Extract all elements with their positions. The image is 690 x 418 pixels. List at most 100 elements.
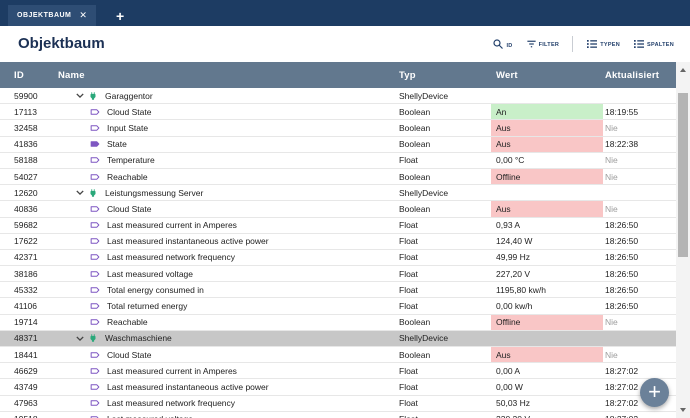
state-label-icon — [90, 108, 100, 116]
table-row[interactable]: 40836 Cloud State Boolean Aus Nie — [0, 201, 676, 218]
chevron-down-icon[interactable] — [76, 190, 84, 196]
table-row[interactable]: 46629 Last measured current in Amperes F… — [0, 363, 676, 380]
table-row[interactable]: 43749 Last measured instantaneous active… — [0, 379, 676, 396]
table-row[interactable]: 19714 Reachable Boolean Offline Nie — [0, 314, 676, 331]
row-name: Last measured instantaneous active power — [107, 381, 269, 392]
table-row[interactable]: 45332 Total energy consumed in Float 119… — [0, 282, 676, 299]
close-icon[interactable]: ✕ — [79, 10, 87, 20]
column-header-wert[interactable]: Wert — [496, 69, 518, 81]
state-label-icon — [90, 286, 100, 294]
row-id: 17113 — [14, 106, 38, 117]
table-row[interactable]: 17113 Cloud State Boolean An 18:19:55 — [0, 104, 676, 121]
row-updated: Nie — [605, 155, 618, 166]
table-row[interactable]: 58188 Temperature Float 0,00 °C Nie — [0, 152, 676, 169]
row-wert-cell[interactable] — [491, 88, 603, 103]
typen-button[interactable]: TYPEN — [586, 39, 620, 49]
row-wert: 124,40 W — [496, 236, 533, 247]
row-name: Cloud State — [107, 106, 152, 117]
row-name-cell: Last measured voltage — [58, 266, 399, 281]
row-wert: Offline — [491, 168, 603, 185]
row-wert-cell[interactable]: Offline — [491, 168, 603, 185]
state-label-icon — [90, 221, 100, 229]
row-updated: 18:27:02 — [605, 381, 639, 392]
table-row[interactable]: 17622 Last measured instantaneous active… — [0, 233, 676, 250]
row-name: Last measured voltage — [107, 268, 193, 279]
row-typ: Float — [399, 381, 418, 392]
table-row[interactable]: 38186 Last measured voltage Float 227,20… — [0, 266, 676, 283]
row-updated: 18:26:50 — [605, 236, 639, 247]
row-wert-cell[interactable]: 0,00 kw/h — [491, 298, 603, 313]
row-wert-cell[interactable]: 0,93 A — [491, 218, 603, 233]
scrollbar-thumb[interactable] — [678, 93, 688, 257]
row-name-cell: Last measured current in Amperes — [58, 363, 399, 378]
row-wert: Aus — [491, 136, 603, 152]
scroll-down-arrow-icon[interactable] — [679, 408, 686, 412]
table-row[interactable]: 32458 Input State Boolean Aus Nie — [0, 120, 676, 137]
state-label-icon — [90, 415, 100, 418]
row-wert-cell[interactable]: 0,00 W — [491, 379, 603, 394]
column-header-id[interactable]: ID — [14, 69, 24, 81]
filter-button[interactable]: FILTER — [526, 39, 560, 49]
row-wert-cell[interactable]: Aus — [491, 136, 603, 152]
row-wert-cell[interactable]: 230,20 V — [491, 412, 603, 418]
tab-objektbaum[interactable]: OBJEKTBAUM ✕ — [8, 5, 96, 26]
row-id: 18441 — [14, 349, 38, 360]
row-id: 12620 — [14, 187, 38, 198]
state-label-icon — [90, 205, 100, 213]
row-wert-cell[interactable]: 50,03 Hz — [491, 396, 603, 411]
table-row[interactable]: 59682 Last measured current in Amperes F… — [0, 217, 676, 234]
row-wert-cell[interactable]: 124,40 W — [491, 234, 603, 249]
row-name-cell: Cloud State — [58, 347, 399, 362]
row-name: Last measured current in Amperes — [107, 220, 237, 231]
row-wert-cell[interactable]: 0,00 °C — [491, 153, 603, 168]
column-header-name[interactable]: Name — [58, 69, 85, 81]
row-name: Cloud State — [107, 349, 152, 360]
id-search-button[interactable]: ID — [492, 38, 512, 50]
chevron-down-icon[interactable] — [76, 93, 84, 99]
table-row[interactable]: 41106 Total returned energy Float 0,00 k… — [0, 298, 676, 315]
vertical-scrollbar[interactable] — [676, 62, 690, 418]
row-wert-cell[interactable] — [491, 331, 603, 346]
table-row[interactable]: 48371 Waschmaschiene ShellyDevice — [0, 330, 676, 347]
spalten-button[interactable]: SPALTEN — [633, 39, 674, 49]
table-row[interactable]: 47963 Last measured network frequency Fl… — [0, 395, 676, 412]
row-updated: 18:27:02 — [603, 414, 676, 418]
row-wert-cell[interactable]: 49,99 Hz — [491, 250, 603, 265]
row-wert-cell[interactable]: 0,00 A — [491, 363, 603, 378]
row-id: 45332 — [14, 284, 38, 295]
chevron-down-icon[interactable] — [76, 336, 84, 341]
row-typ: ShellyDevice — [399, 90, 449, 101]
row-wert-cell[interactable]: 227,20 V — [491, 266, 603, 281]
row-wert-cell[interactable]: Aus — [491, 201, 603, 217]
row-wert-cell[interactable] — [491, 185, 603, 200]
add-tab-button[interactable]: + — [115, 7, 125, 24]
row-wert-cell[interactable]: An — [491, 104, 603, 120]
state-label-icon — [90, 237, 100, 245]
row-wert: 0,00 W — [496, 381, 523, 392]
row-name-cell: Input State — [58, 120, 399, 135]
column-header-aktualisiert[interactable]: Aktualisiert — [605, 69, 660, 81]
add-object-button[interactable]: + — [640, 378, 669, 407]
column-header-typ[interactable]: Typ — [399, 69, 416, 81]
table-row[interactable]: 18441 Cloud State Boolean Aus Nie — [0, 347, 676, 364]
toolbar-divider — [572, 36, 574, 52]
device-plug-icon — [88, 188, 98, 198]
table-row[interactable]: 12620 Leistungsmessung Server ShellyDevi… — [0, 185, 676, 202]
row-wert-cell[interactable]: Offline — [491, 314, 603, 330]
scroll-up-arrow-icon[interactable] — [679, 68, 686, 72]
row-id: 43749 — [14, 381, 38, 392]
table-row[interactable]: 54027 Reachable Boolean Offline Nie — [0, 168, 676, 186]
table-row[interactable]: 59900 Garaggentor ShellyDevice — [0, 88, 676, 105]
table-row[interactable]: 41836 State Boolean Aus 18:22:38 — [0, 136, 676, 153]
state-label-icon — [90, 253, 100, 261]
row-updated: 18:26:50 — [605, 301, 639, 312]
row-wert-cell[interactable]: 1195,80 kw/h — [491, 282, 603, 297]
row-typ: Boolean — [399, 203, 431, 214]
row-wert-cell[interactable]: Aus — [491, 347, 603, 363]
state-label-icon — [90, 383, 100, 391]
row-name: Last measured instantaneous active power — [107, 236, 269, 247]
table-row[interactable]: 42371 Last measured network frequency Fl… — [0, 249, 676, 267]
row-wert-cell[interactable]: Aus — [491, 120, 603, 136]
row-typ: Float — [399, 365, 418, 376]
table-row[interactable]: 19518 Last measured voltage Float 230,20… — [0, 411, 676, 418]
